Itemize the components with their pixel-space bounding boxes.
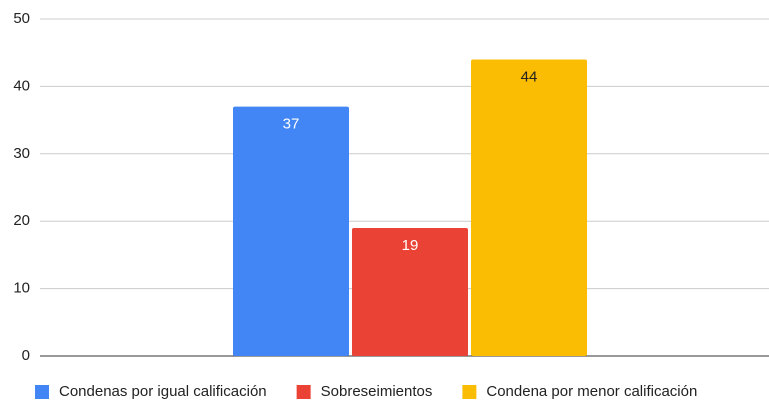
legend-swatch — [462, 385, 477, 399]
legend-swatch — [296, 385, 311, 399]
data-label: 19 — [402, 237, 419, 254]
legend-label: Condenas por igual calificación — [59, 383, 267, 400]
y-tick-label: 50 — [13, 10, 30, 27]
legend-label: Condena por menor calificación — [486, 383, 697, 400]
data-label: 37 — [283, 116, 300, 133]
bar — [352, 227, 468, 356]
bar — [233, 106, 349, 357]
legend-swatch — [35, 385, 49, 399]
y-tick-label: 20 — [13, 212, 30, 229]
bar — [471, 59, 587, 356]
y-tick-label: 0 — [22, 347, 30, 364]
legend-label: Sobreseimientos — [321, 383, 433, 400]
y-tick-label: 30 — [13, 145, 30, 162]
y-tick-label: 40 — [13, 77, 30, 94]
data-label: 44 — [521, 68, 538, 85]
y-tick-label: 10 — [13, 280, 30, 297]
